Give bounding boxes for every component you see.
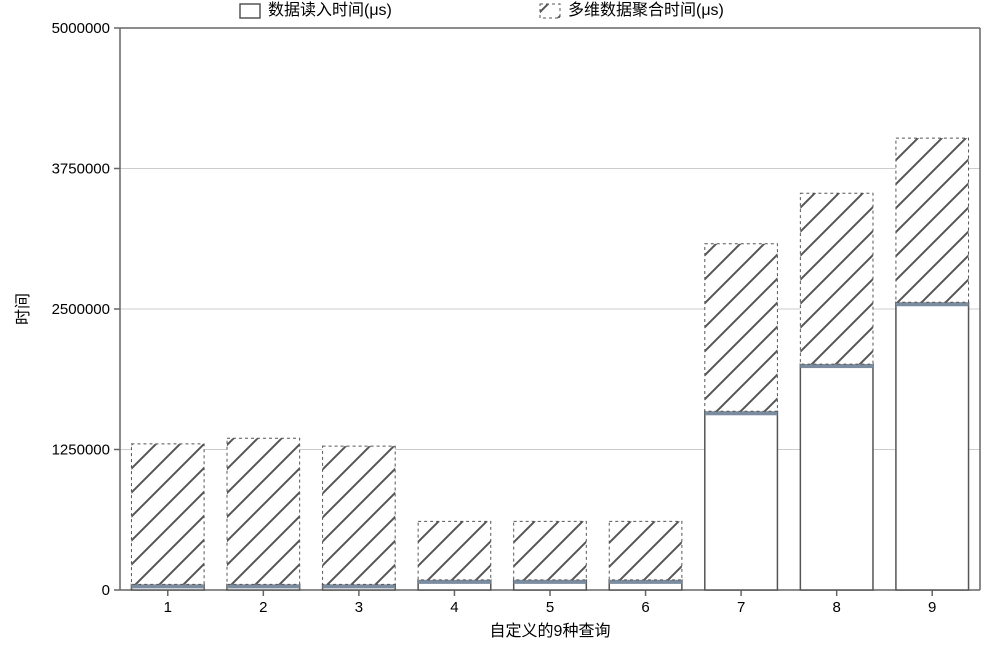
bar-read-cap (800, 364, 873, 368)
y-tick-label: 5000000 (52, 20, 110, 37)
bar-agg (800, 193, 873, 364)
bar-read-cap (514, 580, 587, 584)
bar-agg (227, 438, 300, 584)
bar-read-cap (705, 411, 778, 415)
bar-agg (418, 521, 491, 579)
bar-read-cap (323, 584, 396, 588)
x-axis-label: 自定义的9种查询 (490, 622, 611, 640)
y-tick-label: 1250000 (52, 442, 110, 459)
x-tick-label: 4 (450, 599, 458, 616)
bar-read-cap (609, 580, 682, 584)
legend: 数据读入时间(μs) 多维数据聚合时间(μs) (240, 1, 724, 19)
bar-read (800, 364, 873, 590)
x-tick-label: 5 (546, 599, 554, 616)
x-tick-label: 1 (164, 599, 172, 616)
bar-agg (514, 521, 587, 579)
bar-read-cap (227, 584, 300, 588)
bar-read-cap (896, 302, 969, 306)
bar-agg (705, 244, 778, 411)
x-tick-label: 2 (259, 599, 267, 616)
legend-label: 多维数据聚合时间(μs) (568, 1, 724, 19)
y-tick-label: 0 (102, 582, 110, 599)
x-tick-label: 7 (737, 599, 745, 616)
legend-swatch (540, 4, 560, 18)
x-tick-label: 8 (832, 599, 840, 616)
legend-swatch (240, 4, 260, 18)
bar-read (705, 411, 778, 590)
bar-read-cap (131, 584, 204, 588)
x-tick-label: 6 (641, 599, 649, 616)
x-tick-label: 9 (928, 599, 936, 616)
bar-agg (609, 521, 682, 579)
bar-agg (323, 446, 396, 584)
x-tick-label: 3 (355, 599, 363, 616)
bar-read-cap (418, 580, 491, 584)
y-axis-label: 时间 (14, 293, 32, 325)
legend-label: 数据读入时间(μs) (268, 1, 392, 19)
bar-read (896, 302, 969, 590)
y-tick-label: 3750000 (52, 161, 110, 178)
bar-agg (131, 444, 204, 585)
y-tick-label: 2500000 (52, 301, 110, 318)
bar-agg (896, 138, 969, 302)
bars (131, 138, 968, 590)
